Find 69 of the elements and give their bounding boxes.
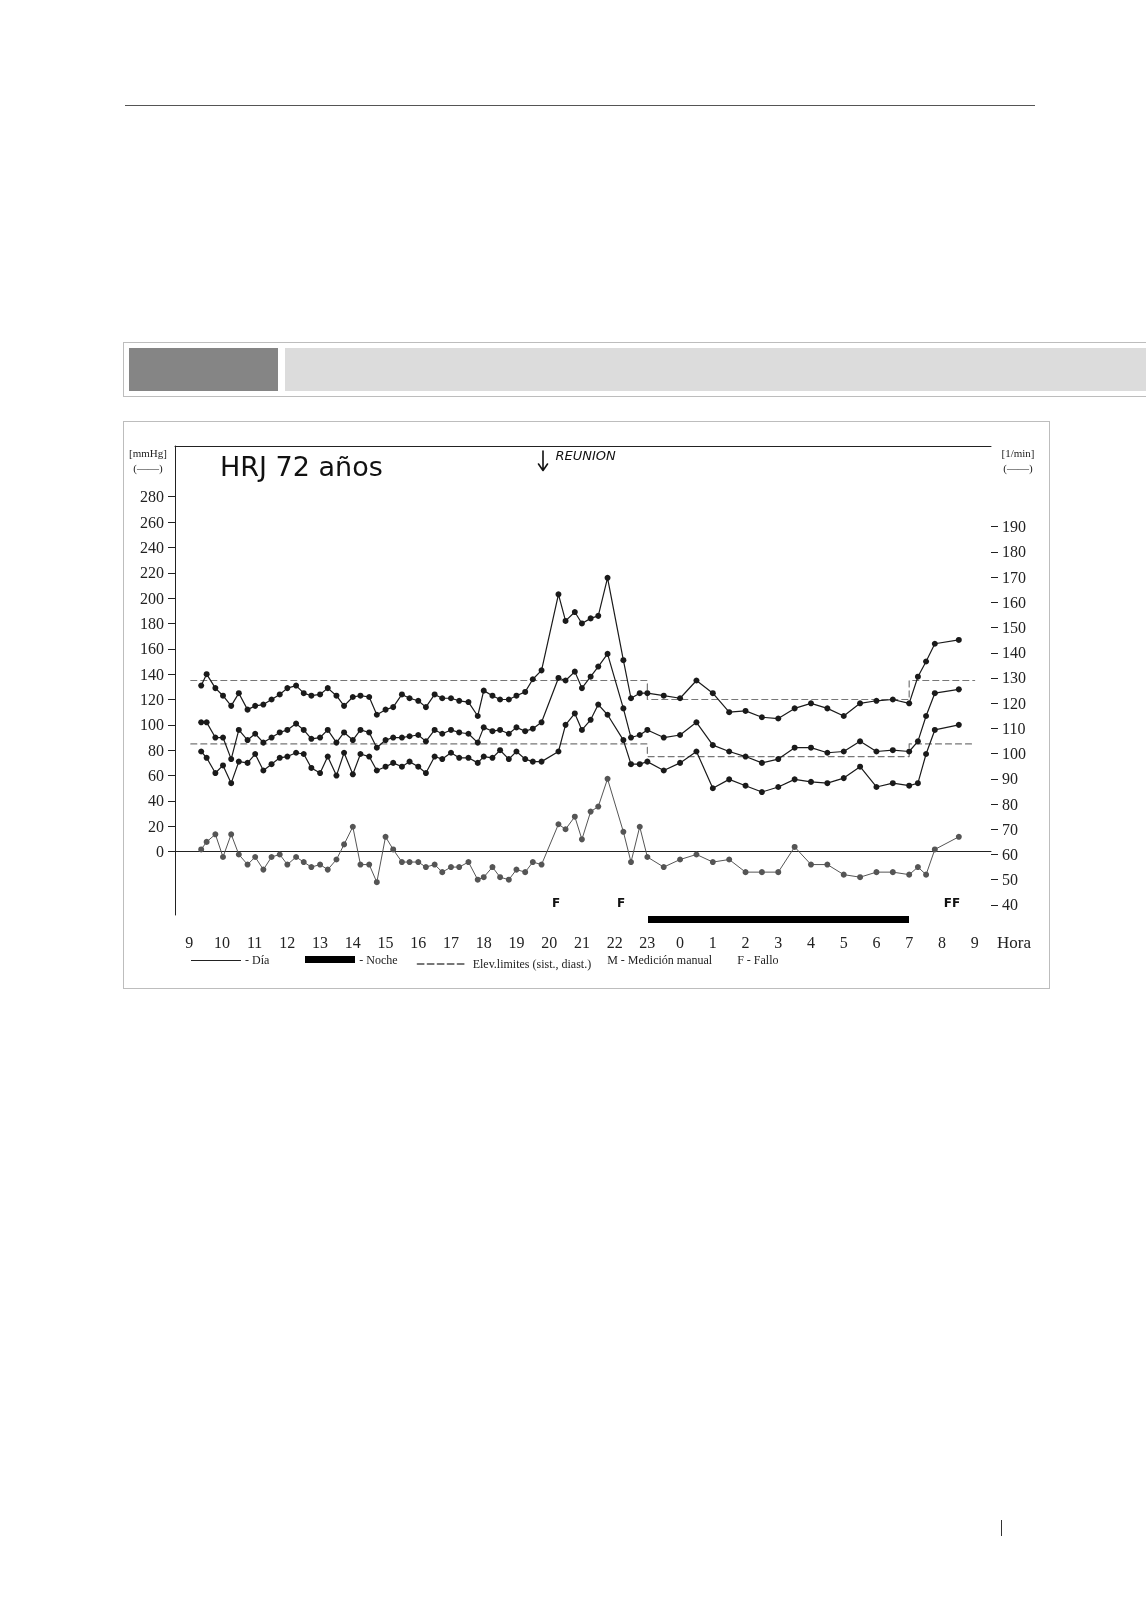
y2-tick-label: 70 [1002, 820, 1018, 838]
x-tick-label: 16 [410, 933, 427, 951]
x-tick-label: 12 [279, 933, 296, 951]
x-tick-label: 11 [246, 933, 263, 951]
y-tick-label: 80 [148, 741, 164, 759]
y-tick-label: 140 [140, 665, 164, 683]
x-tick-label: 17 [443, 933, 459, 951]
y-tick-label: 120 [140, 691, 164, 709]
y2-tick-label: 90 [1002, 770, 1018, 788]
x-tick-label: 23 [639, 933, 656, 951]
y2-tick-label: 180 [1002, 543, 1026, 561]
y2-tick-label: 160 [1002, 593, 1026, 611]
annotation: F [616, 896, 626, 910]
y2-tick-label: 150 [1002, 619, 1026, 637]
y2-tick-label: 110 [1002, 719, 1026, 737]
y2-tick-label: 190 [1002, 518, 1026, 536]
chart-title: HRJ 72 años [220, 451, 383, 482]
x-tick-label: 2 [741, 933, 750, 951]
x-tick-label: 8 [937, 933, 946, 951]
y2-tick-label: 80 [1002, 795, 1018, 813]
x-axis-title: Hora [997, 932, 1032, 952]
y-tick-label: 180 [140, 614, 164, 632]
y2-tick-label: 60 [1002, 845, 1018, 863]
y2-axis-title: [1/min] (——) [1001, 446, 1035, 475]
x-tick-label: 15 [377, 933, 394, 951]
y-tick-label: 200 [140, 589, 164, 607]
x-tick-label: 0 [676, 933, 685, 951]
y2-tick-label: 170 [1002, 568, 1026, 586]
annotation: F [551, 896, 561, 910]
x-tick-label: 21 [573, 933, 590, 951]
y-tick-label: 240 [140, 538, 164, 556]
x-tick-label: 1 [708, 933, 717, 951]
x-tick-label: 5 [839, 933, 848, 951]
x-tick-label: 20 [541, 933, 558, 951]
x-tick-label: 18 [475, 933, 492, 951]
x-tick-label: 13 [312, 933, 329, 951]
x-tick-label: 19 [508, 933, 525, 951]
y2-tick-label: 120 [1002, 694, 1026, 712]
text: - Noche [359, 953, 398, 967]
y-tick-label: 100 [140, 716, 164, 734]
legend-label: Elev.limites (sist., diast.) [472, 957, 592, 971]
y-tick-label: 20 [148, 817, 164, 835]
y2-tick-label: 40 [1002, 896, 1018, 914]
text: F - Fallo [737, 953, 779, 967]
y-tick-label: 160 [140, 640, 164, 658]
y-tick-label: 280 [140, 488, 164, 506]
y-tick-label: 220 [140, 564, 164, 582]
y-tick-label: 60 [148, 767, 164, 785]
x-tick-label: 6 [872, 933, 881, 951]
x-tick-label: 9 [185, 933, 194, 951]
x-tick-label: 7 [905, 933, 914, 951]
x-tick-label: 4 [807, 933, 815, 951]
y-axis-title: [mmHg] (——) [129, 446, 167, 475]
x-tick-label: 10 [213, 933, 230, 951]
x-tick-label: 9 [970, 933, 979, 951]
y-tick-label: 260 [140, 513, 164, 531]
y2-tick-label: 50 [1002, 871, 1018, 889]
y2-tick-label: 130 [1002, 669, 1026, 687]
x-tick-label: 3 [774, 933, 783, 951]
y2-tick-label: 100 [1002, 745, 1026, 763]
y2-tick-label: 140 [1002, 644, 1026, 662]
x-tick-label: 22 [606, 933, 623, 951]
x-tick-label: 14 [344, 933, 361, 951]
annotation: REUNION [555, 447, 617, 463]
text: - Día [245, 953, 270, 967]
text: M - Medición manual [607, 953, 713, 967]
y-tick-label: 40 [148, 792, 164, 810]
annotation: FF [943, 896, 961, 910]
y-tick-label: 0 [156, 843, 164, 861]
